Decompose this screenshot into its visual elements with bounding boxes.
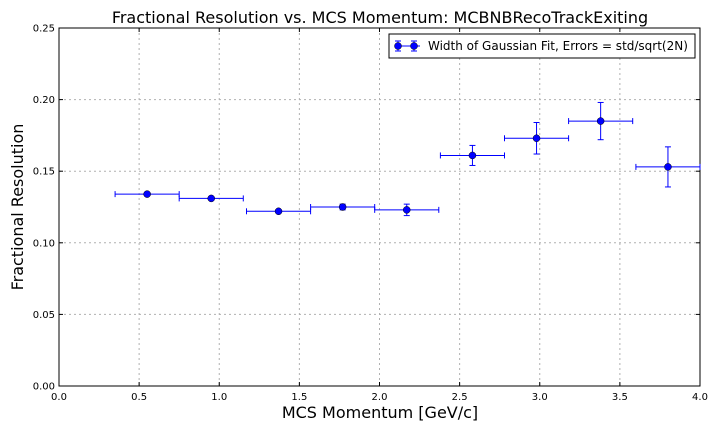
x-tick-label: 3.5 bbox=[612, 392, 628, 403]
data-point bbox=[374, 203, 440, 217]
x-tick-label: 2.0 bbox=[372, 392, 388, 403]
data-point bbox=[178, 194, 244, 203]
data-marker bbox=[274, 207, 283, 216]
legend-dot bbox=[394, 42, 402, 50]
data-point bbox=[245, 207, 312, 216]
x-axis: 0.0 0.5 1.0 1.5 2.0 2.5 3.0 3.5 4.0 bbox=[51, 28, 708, 403]
chart-title: Fractional Resolution vs. MCS Momentum: … bbox=[112, 8, 648, 27]
legend-label: Width of Gaussian Fit, Errors = std/sqrt… bbox=[428, 39, 688, 53]
data-marker bbox=[338, 203, 347, 211]
data-marker bbox=[468, 151, 477, 160]
legend-marker bbox=[394, 40, 420, 52]
data-marker bbox=[402, 206, 411, 214]
legend-dot bbox=[410, 42, 418, 50]
y-tick-label: 0.20 bbox=[33, 95, 55, 106]
data-point bbox=[114, 190, 180, 198]
x-tick-label: 0.5 bbox=[131, 392, 147, 403]
data-series bbox=[114, 101, 701, 217]
data-point bbox=[310, 203, 376, 211]
data-point bbox=[439, 144, 505, 166]
y-tick-label: 0.00 bbox=[33, 382, 55, 393]
y-tick-label: 0.10 bbox=[33, 238, 55, 249]
legend-box bbox=[388, 33, 696, 59]
x-tick-label: 1.0 bbox=[211, 392, 227, 403]
y-tick-label: 0.25 bbox=[33, 24, 55, 35]
y-axis-label: Fractional Resolution bbox=[8, 124, 27, 291]
plot-area bbox=[58, 27, 701, 387]
data-point bbox=[635, 146, 701, 188]
data-marker bbox=[596, 117, 605, 125]
data-marker bbox=[664, 163, 672, 171]
gridlines bbox=[58, 27, 701, 387]
x-tick-label: 0.0 bbox=[51, 392, 67, 403]
data-marker bbox=[532, 134, 541, 143]
x-tick-label: 1.5 bbox=[291, 392, 307, 403]
x-tick-label: 3.0 bbox=[532, 392, 548, 403]
x-axis-label: MCS Momentum [GeV/c] bbox=[282, 403, 478, 422]
data-point bbox=[503, 122, 570, 155]
data-marker bbox=[207, 194, 215, 203]
data-point bbox=[568, 101, 634, 141]
legend: Width of Gaussian Fit, Errors = std/sqrt… bbox=[388, 33, 696, 59]
data-marker bbox=[143, 190, 151, 198]
x-tick-label: 2.5 bbox=[452, 392, 468, 403]
x-tick-label: 4.0 bbox=[692, 392, 708, 403]
y-tick-label: 0.15 bbox=[33, 167, 55, 178]
y-axis: 0.00 0.05 0.10 0.15 0.20 0.25 bbox=[33, 24, 700, 393]
y-tick-label: 0.05 bbox=[33, 310, 55, 321]
